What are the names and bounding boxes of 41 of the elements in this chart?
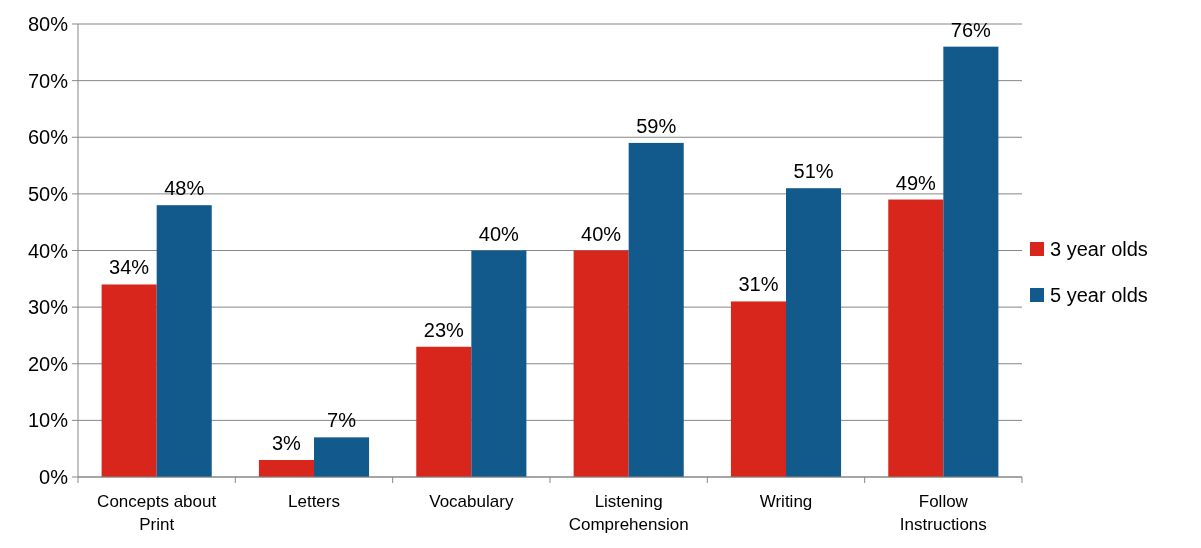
legend-label: 5 year olds: [1050, 284, 1148, 306]
y-tick-label: 0%: [39, 466, 69, 488]
x-tick-label: Listening Comprehension: [568, 492, 689, 534]
bar: [573, 250, 629, 477]
data-label: 34%: [109, 256, 150, 279]
data-label: 59%: [636, 114, 677, 137]
bar: [628, 142, 684, 477]
y-tick-label: 70%: [27, 69, 69, 92]
y-tick-label: 20%: [27, 352, 69, 375]
x-tick-label: Letters: [288, 492, 340, 511]
bar: [101, 284, 157, 477]
bar: [730, 301, 786, 477]
data-label: 40%: [478, 222, 520, 245]
x-tick-label: Vocabulary: [429, 492, 514, 511]
data-label: 7%: [327, 409, 357, 432]
data-label: 40%: [581, 222, 622, 245]
data-label: 48%: [164, 177, 205, 200]
bar: [943, 46, 999, 477]
bar: [888, 199, 944, 477]
y-tick-label: 50%: [27, 182, 69, 205]
x-tick-label: Writing: [759, 492, 813, 511]
bar: [786, 188, 842, 477]
data-label: 23%: [423, 318, 465, 341]
x-tick-label: Concepts about Print: [97, 492, 217, 534]
y-tick-label: 60%: [27, 126, 69, 149]
data-label: 31%: [738, 273, 779, 296]
data-label: 3%: [272, 432, 302, 455]
y-tick-label: 40%: [27, 239, 69, 262]
y-tick-label: 80%: [27, 13, 69, 35]
bar: [416, 346, 472, 477]
legend-label: 3 year olds: [1050, 238, 1148, 260]
bar: [314, 437, 370, 477]
bar: [258, 460, 314, 477]
data-label: 51%: [793, 160, 834, 183]
x-tick-label: Follow Instructions: [899, 492, 987, 534]
y-tick-label: 10%: [27, 409, 69, 432]
y-tick-label: 30%: [27, 296, 69, 319]
bar: [471, 250, 527, 477]
data-label: 49%: [895, 171, 937, 194]
bar: [156, 205, 212, 477]
data-label: 76%: [950, 18, 992, 41]
